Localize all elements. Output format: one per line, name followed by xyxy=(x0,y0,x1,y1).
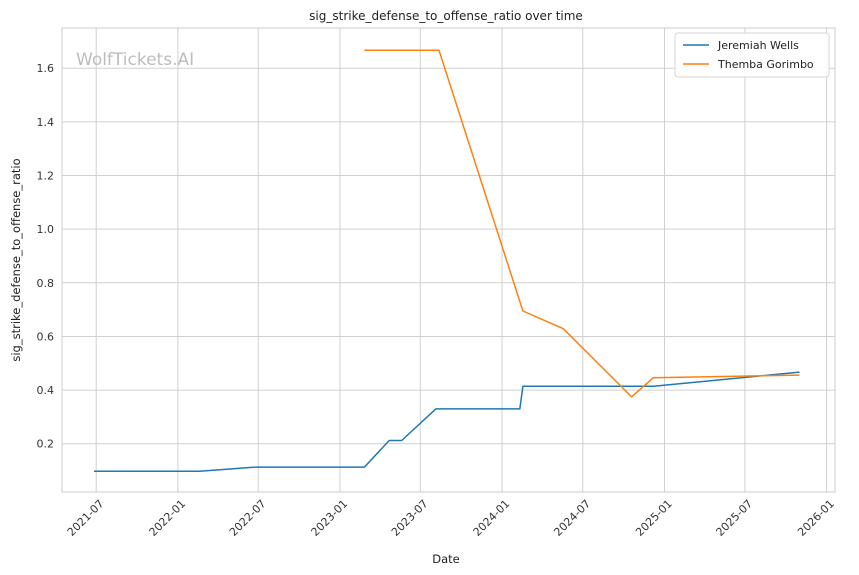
legend-label: Themba Gorimbo xyxy=(717,58,814,71)
y-tick-label: 0.2 xyxy=(37,438,55,451)
series-line-1 xyxy=(94,371,800,473)
x-tick-label: 2021-07 xyxy=(65,497,107,539)
x-tick-label: 2024-07 xyxy=(551,497,593,539)
x-tick-label: 2026-01 xyxy=(795,497,837,539)
chart-title: sig_strike_defense_to_offense_ratio over… xyxy=(309,9,583,23)
y-tick-label: 1.4 xyxy=(37,116,55,129)
y-tick-label: 0.6 xyxy=(37,330,55,343)
x-axis-ticks: 2021-07 2022-01 2022-07 2023-01 2023-07 2024-… xyxy=(65,497,837,539)
legend-box xyxy=(674,32,830,78)
x-tick-label: 2022-01 xyxy=(147,497,189,539)
watermark: WolfTickets.AI xyxy=(76,50,194,70)
x-tick-label: 2024-01 xyxy=(471,497,513,539)
y-axis-title: sig_strike_defense_to_offense_ratio xyxy=(9,158,23,361)
x-tick-label: 2022-07 xyxy=(227,497,269,539)
y-tick-label: 1.6 xyxy=(37,62,55,75)
x-tick-label: 2023-07 xyxy=(389,497,431,539)
grid-lines xyxy=(62,28,835,492)
legend-label: Jeremiah Wells xyxy=(717,39,799,52)
y-tick-label: 1.0 xyxy=(37,223,55,236)
legend: Jeremiah Wells Themba Gorimbo xyxy=(674,32,830,78)
y-axis-ticks: 0.2 0.4 0.6 0.8 1.0 1.2 1.4 1.6 xyxy=(37,62,55,450)
plot-area xyxy=(61,27,836,493)
series-line-2 xyxy=(364,49,800,398)
x-tick-label: 2025-07 xyxy=(714,497,756,539)
x-axis-title: Date xyxy=(432,552,460,566)
series-lines xyxy=(94,49,800,473)
y-tick-label: 0.4 xyxy=(37,384,55,397)
x-tick-label: 2025-01 xyxy=(633,497,675,539)
x-tick-label: 2023-01 xyxy=(309,497,351,539)
y-tick-label: 0.8 xyxy=(37,277,55,290)
y-tick-label: 1.2 xyxy=(37,170,55,183)
